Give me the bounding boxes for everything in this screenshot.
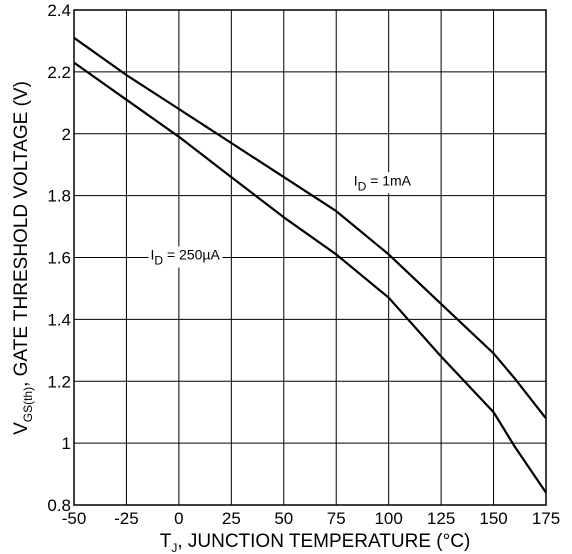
series-line-250ua xyxy=(73,61,547,494)
x-tick-label: 0 xyxy=(174,509,183,528)
x-tick-labels: -50 -25 0 25 50 75 100 125 150 175 xyxy=(62,509,560,528)
series-label-background xyxy=(148,246,223,268)
series-label-background xyxy=(351,172,414,194)
y-tick-labels: 0.8 1 1.2 1.4 1.6 1.8 2 2.2 2.4 xyxy=(47,1,71,515)
series-lines xyxy=(73,36,547,494)
x-axis-title: TJ, JUNCTION TEMPERATURE (°C) xyxy=(160,531,471,554)
y-tick-label: 1.6 xyxy=(47,249,71,268)
x-tick-label: -25 xyxy=(114,509,139,528)
x-tick-label: 100 xyxy=(374,509,402,528)
series-label-1ma: ID = 1mA xyxy=(354,172,412,193)
y-tick-label: 0.8 xyxy=(47,496,71,515)
series-line-1ma xyxy=(73,36,547,420)
y-tick-label: 1.2 xyxy=(47,372,71,391)
y-tick-label: 1.4 xyxy=(47,310,71,329)
x-tick-label: 150 xyxy=(479,509,507,528)
y-axis-title: VGS(th), GATE THRESHOLD VOLTAGE (V) xyxy=(11,81,35,435)
x-tick-label: 75 xyxy=(327,509,346,528)
y-tick-label: 2.2 xyxy=(47,63,71,82)
y-tick-label: 2.4 xyxy=(47,1,71,20)
x-tick-label: -50 xyxy=(62,509,87,528)
grid xyxy=(73,9,547,506)
series-labels: ID = 1mA ID = 250µA xyxy=(148,172,414,268)
series-label-250ua: ID = 250µA xyxy=(151,247,221,268)
y-tick-label: 2 xyxy=(62,125,71,144)
y-tick-label: 1.8 xyxy=(47,187,71,206)
x-tick-label: 125 xyxy=(427,509,455,528)
x-tick-label: 50 xyxy=(274,509,293,528)
plot-frame xyxy=(73,9,547,506)
x-tick-label: 25 xyxy=(222,509,241,528)
x-tick-label: 175 xyxy=(532,509,560,528)
y-tick-label: 1 xyxy=(62,434,71,453)
